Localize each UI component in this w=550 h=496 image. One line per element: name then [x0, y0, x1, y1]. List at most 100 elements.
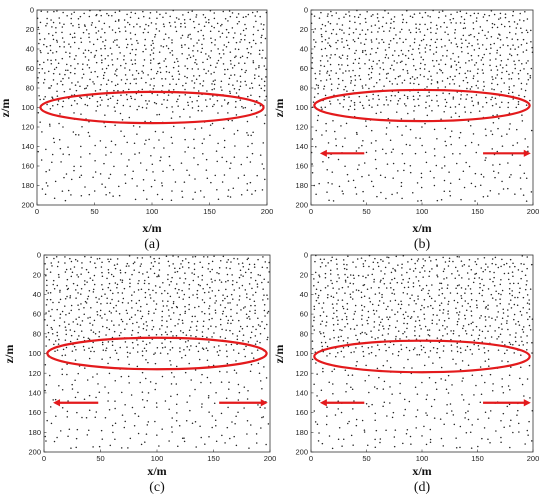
mesh-node — [393, 436, 396, 438]
mesh-node — [61, 388, 64, 391]
mesh-node — [178, 95, 181, 97]
mesh-node — [314, 260, 316, 263]
mesh-node — [213, 255, 215, 258]
mesh-node — [448, 39, 451, 41]
mesh-node — [464, 318, 467, 320]
mesh-node — [142, 31, 145, 34]
mesh-node — [135, 78, 137, 80]
mesh-node — [355, 365, 357, 367]
mesh-node — [211, 281, 213, 283]
mesh-node — [464, 300, 467, 302]
mesh-node — [223, 146, 226, 149]
mesh-node — [246, 420, 249, 422]
mesh-node — [435, 388, 438, 391]
mesh-node — [467, 323, 470, 326]
mesh-node — [238, 299, 241, 301]
mesh-node — [172, 302, 175, 305]
mesh-node — [510, 419, 512, 421]
mesh-node — [57, 100, 60, 102]
mesh-node — [387, 57, 390, 59]
mesh-node — [444, 127, 447, 130]
mesh-node — [341, 445, 343, 447]
mesh-node — [172, 169, 175, 171]
mesh-node — [329, 78, 332, 80]
mesh-node — [358, 62, 360, 64]
mesh-node — [80, 330, 83, 332]
mesh-node — [129, 352, 131, 354]
mesh-node — [105, 334, 107, 336]
mesh-node — [378, 316, 380, 318]
mesh-node — [101, 275, 104, 277]
mesh-node — [74, 396, 77, 399]
mesh-node — [352, 62, 355, 64]
mesh-node — [446, 403, 448, 406]
mesh-node — [189, 18, 191, 21]
mesh-node — [171, 42, 173, 44]
mesh-node — [351, 374, 354, 376]
mesh-node — [401, 152, 404, 155]
mesh-node — [521, 383, 524, 386]
mesh-node — [182, 14, 184, 16]
mesh-node — [52, 38, 55, 41]
mesh-node — [152, 289, 154, 292]
mesh-node — [260, 23, 262, 25]
mesh-node — [52, 104, 54, 107]
mesh-node — [422, 288, 424, 290]
mesh-node — [386, 360, 388, 362]
mesh-node — [242, 340, 244, 342]
mesh-node — [484, 96, 487, 99]
mesh-node — [456, 342, 458, 344]
mesh-node — [73, 41, 76, 44]
mesh-node — [458, 311, 461, 313]
mesh-node — [137, 432, 140, 435]
mesh-node — [56, 10, 58, 12]
mesh-node — [143, 406, 146, 408]
mesh-node — [130, 299, 133, 302]
mesh-node — [50, 85, 53, 87]
mesh-node — [327, 262, 329, 264]
mesh-node — [87, 317, 89, 319]
mesh-node — [203, 291, 206, 294]
mesh-node — [479, 317, 481, 319]
mesh-node — [509, 343, 512, 345]
mesh-node — [150, 22, 153, 24]
mesh-node — [209, 98, 211, 100]
mesh-node — [226, 362, 229, 365]
mesh-node — [325, 30, 327, 33]
mesh-node — [188, 362, 190, 365]
mesh-node — [321, 320, 323, 322]
mesh-node — [161, 292, 163, 295]
mesh-node — [209, 124, 212, 126]
mesh-node — [337, 340, 340, 342]
mesh-node — [368, 405, 370, 408]
mesh-node — [519, 310, 522, 313]
mesh-node — [413, 330, 416, 332]
mesh-node — [257, 404, 259, 406]
mesh-node — [511, 271, 514, 273]
mesh-node — [335, 33, 338, 35]
mesh-node — [458, 103, 460, 106]
mesh-node — [75, 437, 78, 440]
mesh-node — [160, 156, 162, 158]
mesh-node — [167, 309, 170, 311]
mesh-node — [194, 369, 197, 371]
mesh-node — [336, 23, 338, 25]
mesh-node — [513, 85, 515, 87]
mesh-node — [155, 382, 157, 385]
mesh-node — [509, 292, 511, 295]
mesh-node — [38, 94, 40, 97]
mesh-node — [230, 315, 232, 318]
mesh-node — [368, 374, 370, 377]
mesh-node — [334, 414, 337, 416]
mesh-node — [264, 178, 266, 181]
mesh-node — [436, 81, 439, 84]
mesh-node — [193, 26, 196, 29]
mesh-node — [451, 384, 453, 386]
mesh-node — [176, 393, 179, 396]
mesh-node — [255, 433, 258, 435]
mesh-node — [131, 273, 133, 276]
mesh-node — [138, 326, 140, 328]
mesh-node — [390, 94, 393, 97]
mesh-node — [107, 341, 110, 343]
mesh-node — [142, 179, 145, 181]
